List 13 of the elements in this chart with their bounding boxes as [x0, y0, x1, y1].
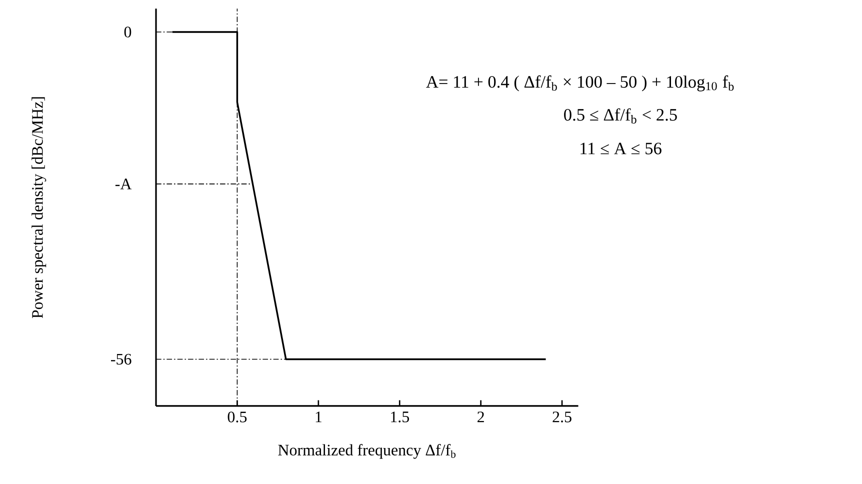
- text: 11 ≤ A ≤ 56: [580, 142, 662, 154]
- x-axis-title: Normalized frequency Δf/f$_{b}$: [278, 444, 456, 459]
- x-tick-label: 2: [478, 412, 484, 422]
- annotation: A= 11 + 0.4 ( Δf/f$_{b}$ × 100 – 50 ) + 10log$_{10}$ f$_{b}$: [426, 75, 734, 92]
- y-tick-label: -A: [115, 178, 132, 190]
- x-tick-label: 2.5: [552, 412, 572, 422]
- y-axis-title: Power spectral density [dBc/MHz]: [32, 97, 46, 318]
- y-tick-label: -56: [111, 354, 132, 365]
- annotation: 0.5 ≤ Δf/f$_{b}$ < 2.5: [564, 108, 677, 124]
- y-tick-label: 0: [124, 26, 132, 38]
- x-tick-label: 0.5: [228, 412, 247, 422]
- x-tick-label: 1.5: [391, 412, 409, 422]
- x-tick-label: 1: [316, 412, 322, 422]
